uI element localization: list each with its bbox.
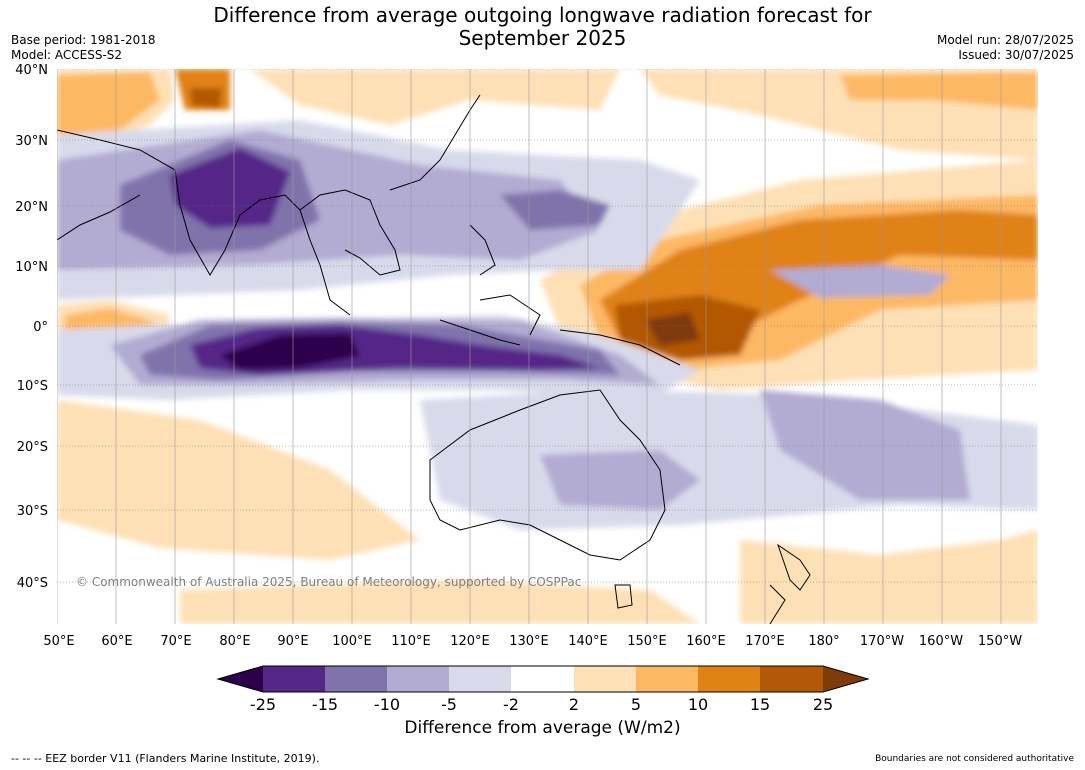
lon-label-110e: 110°E <box>391 634 431 649</box>
model-run-text: Model run: 28/07/2025 <box>936 33 1074 47</box>
colorbar-tick: -15 <box>312 695 338 714</box>
lon-label-90e: 90°E <box>277 634 308 649</box>
lon-label-180: 180° <box>808 634 839 649</box>
longitude-labels: 50°E 60°E 70°E 80°E 90°E 100°E 110°E 120… <box>43 634 1022 649</box>
lon-label-140e: 140°E <box>568 634 608 649</box>
lon-label-120e: 120°E <box>450 634 490 649</box>
colorbar-swatch <box>636 666 698 692</box>
colorbar-tick: 10 <box>688 695 708 714</box>
title-line-1: Difference from average outgoing longwav… <box>213 3 872 27</box>
lat-label-40s: 40°S <box>17 576 48 591</box>
colorbar-tick: -5 <box>441 695 457 714</box>
lon-label-160e: 160°E <box>686 634 726 649</box>
meta-left: Base period: 1981-2018 Model: ACCESS-S2 <box>11 33 156 63</box>
colorbar-ticks: -25 -15 -10 -5 -2 2 5 10 15 25 <box>250 695 833 714</box>
lon-label-170e: 170°E <box>745 634 785 649</box>
lat-label-10n: 10°N <box>15 260 48 275</box>
colorbar-swatch <box>760 666 823 692</box>
map-title: Difference from average outgoing longwav… <box>0 4 1085 50</box>
copyright-text: © Commonwealth of Australia 2025, Bureau… <box>76 575 581 589</box>
lat-label-0: 0° <box>33 320 48 335</box>
eez-border-note: -- -- -- EEZ border V11 (Flanders Marine… <box>11 752 320 765</box>
lon-label-60e: 60°E <box>101 634 132 649</box>
colorbar-extend-low <box>218 666 263 692</box>
colorbar-tick: 2 <box>569 695 579 714</box>
colorbar-title: Difference from average (W/m2) <box>404 718 681 738</box>
coastlines <box>57 94 811 624</box>
base-period-text: Base period: 1981-2018 <box>11 33 156 47</box>
colorbar-swatch <box>449 666 511 692</box>
colorbar-tick: 25 <box>813 695 833 714</box>
lon-label-80e: 80°E <box>219 634 250 649</box>
colorbar-tick: -10 <box>374 695 400 714</box>
model-text: Model: ACCESS-S2 <box>11 48 123 62</box>
lon-label-130e: 130°E <box>509 634 549 649</box>
lon-label-150w: 150°W <box>978 634 1022 649</box>
meta-right: Model run: 28/07/2025 Issued: 30/07/2025 <box>937 33 1074 63</box>
lon-label-70e: 70°E <box>160 634 191 649</box>
lat-label-10s: 10°S <box>17 379 48 394</box>
colorbar-extend-high <box>823 666 868 692</box>
lat-label-40n: 40°N <box>15 63 48 78</box>
lat-label-20n: 20°N <box>15 200 48 215</box>
lon-label-160w: 160°W <box>919 634 963 649</box>
colorbar-swatch <box>263 666 325 692</box>
colorbar-swatch <box>387 666 449 692</box>
meridians <box>57 69 1002 624</box>
lat-label-30n: 30°N <box>15 134 48 149</box>
lon-label-150e: 150°E <box>627 634 667 649</box>
colorbar-tick: 5 <box>631 695 641 714</box>
lat-label-20s: 20°S <box>17 440 48 455</box>
colorbar-tick: -25 <box>250 695 276 714</box>
anomaly-field: © Commonwealth of Australia 2025, Bureau… <box>57 69 1038 624</box>
lon-label-100e: 100°E <box>332 634 372 649</box>
colorbar-tick: -2 <box>503 695 519 714</box>
colorbar-swatch <box>698 666 760 692</box>
colorbar-swatch <box>511 666 574 692</box>
latitude-labels: 40°N 30°N 20°N 10°N 0° 10°S 20°S 30°S 40… <box>15 63 48 591</box>
lon-label-170w: 170°W <box>860 634 904 649</box>
colorbar-tick: 15 <box>750 695 770 714</box>
issued-text: Issued: 30/07/2025 <box>958 48 1074 62</box>
colorbar-swatch <box>574 666 636 692</box>
title-line-2: September 2025 <box>458 26 627 50</box>
boundaries-disclaimer: Boundaries are not considered authoritat… <box>875 754 1074 764</box>
lon-label-50e: 50°E <box>43 634 74 649</box>
lat-label-30s: 30°S <box>17 504 48 519</box>
forecast-map: © Commonwealth of Australia 2025, Bureau… <box>15 63 1038 649</box>
colorbar-swatch <box>325 666 387 692</box>
